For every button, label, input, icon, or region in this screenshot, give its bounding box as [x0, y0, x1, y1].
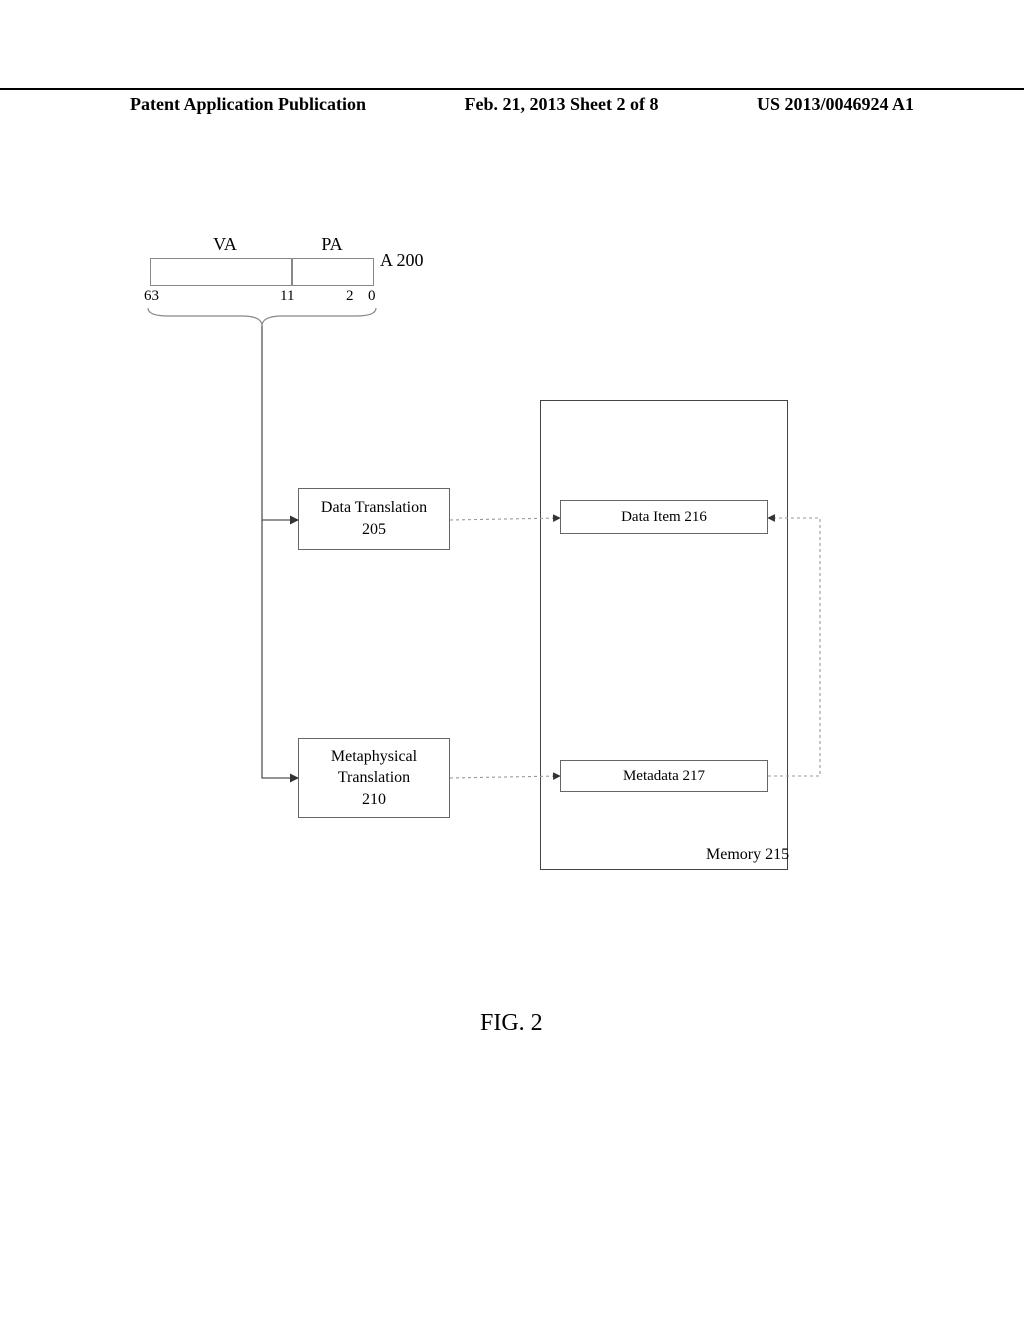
arrow-mt-to-metadata — [450, 776, 560, 778]
page-header: Patent Application Publication Feb. 21, … — [0, 88, 1024, 115]
line-to-meta-translation — [262, 520, 298, 778]
figure-diagram: VA PA A 200 63 11 2 0 Data Translation 2… — [0, 230, 1024, 1130]
feedback-loop — [768, 518, 820, 776]
arrow-dt-to-dataitem — [450, 518, 560, 520]
figure-label: FIG. 2 — [480, 1010, 543, 1037]
header-right: US 2013/0046924 A1 — [757, 94, 914, 115]
line-to-data-translation — [262, 326, 298, 520]
header-center: Feb. 21, 2013 Sheet 2 of 8 — [465, 94, 659, 115]
header-row: Patent Application Publication Feb. 21, … — [0, 94, 1024, 115]
header-left: Patent Application Publication — [130, 94, 366, 115]
connectors — [0, 230, 1024, 1130]
